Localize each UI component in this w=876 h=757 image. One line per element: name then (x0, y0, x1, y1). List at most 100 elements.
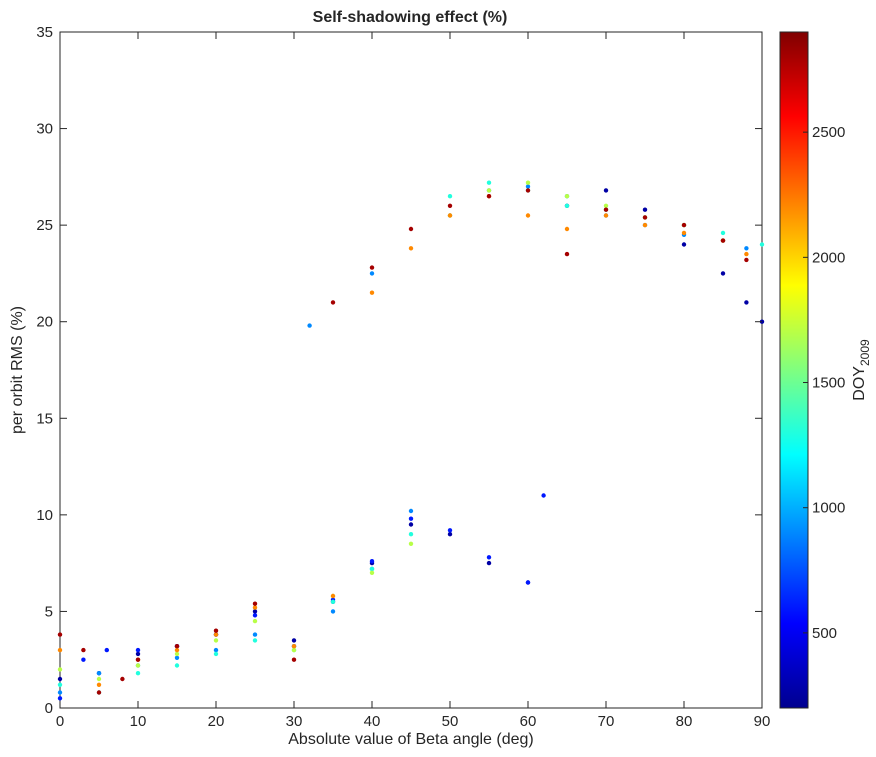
data-point (252, 605, 258, 610)
data-point (252, 638, 258, 643)
data-point (57, 647, 63, 653)
data-point (744, 246, 749, 251)
colorbar-tick-label: 2000 (812, 249, 845, 266)
x-tick-label: 50 (442, 713, 459, 730)
data-point (174, 651, 180, 657)
data-point (486, 555, 492, 560)
data-point (291, 647, 297, 653)
data-point (447, 194, 453, 199)
data-point (642, 207, 648, 212)
y-tick-label: 35 (36, 24, 53, 41)
data-point (447, 203, 453, 208)
y-tick-label: 25 (36, 217, 53, 234)
data-point (174, 647, 180, 653)
data-point (369, 559, 375, 564)
data-point (135, 647, 141, 653)
data-point (213, 632, 219, 637)
data-point (252, 632, 258, 637)
data-point (330, 599, 336, 604)
data-point (408, 541, 414, 546)
x-tick-label: 80 (676, 713, 693, 730)
data-point (330, 609, 336, 614)
data-point (57, 682, 63, 687)
data-point (744, 300, 749, 305)
x-tick-label: 40 (364, 713, 381, 730)
colorbar-tick-label: 1500 (812, 375, 845, 392)
data-point (330, 300, 336, 305)
data-point (564, 194, 570, 199)
data-point (525, 580, 531, 585)
data-point (57, 632, 63, 637)
x-tick-label: 20 (208, 713, 225, 730)
data-point (642, 222, 648, 228)
data-point (135, 657, 141, 662)
data-point (369, 566, 375, 572)
data-point (447, 532, 453, 537)
data-point (291, 638, 297, 643)
data-point (291, 657, 297, 662)
data-point (252, 618, 258, 624)
data-point (408, 246, 414, 251)
y-tick-label: 20 (36, 314, 53, 331)
data-point (564, 226, 570, 232)
data-point (642, 215, 648, 220)
data-point (174, 644, 180, 649)
plot-area: 0 10 20 30 40 50 60 70 80 90 0 5 10 15 20 25 30 35 (36, 24, 770, 730)
y-tick-label: 10 (36, 507, 53, 524)
data-point (369, 265, 375, 270)
y-tick-label: 5 (45, 603, 53, 620)
data-point (744, 257, 749, 263)
data-point (369, 271, 375, 276)
data-point (408, 508, 414, 514)
y-tick-label: 15 (36, 410, 53, 427)
data-point (81, 657, 86, 662)
data-point (213, 651, 219, 657)
data-point (603, 203, 609, 208)
data-point (486, 188, 492, 193)
data-point (603, 213, 609, 218)
data-point (57, 667, 63, 672)
data-point (57, 690, 63, 695)
plot-frame (59, 31, 763, 709)
data-point (681, 242, 687, 247)
data-point (486, 180, 492, 185)
data-point (213, 647, 219, 653)
data-point (96, 671, 102, 676)
colorbar-label-sub: 2009 (858, 339, 872, 366)
y-tick-label: 0 (45, 700, 53, 717)
data-point (252, 609, 258, 614)
data-point (408, 522, 414, 527)
colorbar-ticks: 500 1000 1500 2000 2500 (803, 124, 845, 642)
data-point (96, 676, 102, 682)
data-point (744, 251, 749, 257)
data-point (135, 671, 141, 676)
data-point (135, 663, 141, 668)
data-point (213, 638, 219, 643)
data-point (720, 271, 726, 276)
chart-title: Self-shadowing effect (%) (313, 9, 508, 26)
data-point (447, 213, 453, 218)
data-point (369, 290, 375, 295)
data-point (174, 663, 180, 668)
data-point (57, 696, 63, 701)
colorbar-tick-label: 2500 (812, 124, 845, 141)
x-tick-label: 30 (286, 713, 303, 730)
colorbar-tick-label: 1000 (812, 500, 845, 517)
data-point (96, 690, 102, 695)
x-axis-label: Absolute value of Beta angle (deg) (288, 731, 534, 748)
data-point (81, 647, 86, 653)
y-axis-label: per orbit RMS (%) (9, 306, 26, 434)
data-point (135, 651, 141, 657)
data-point (369, 570, 375, 575)
data-point (564, 251, 570, 257)
colorbar-tick-label: 500 (812, 625, 837, 642)
scatter-marks (57, 180, 765, 701)
data-point (720, 230, 726, 236)
data-point (447, 528, 453, 533)
data-point (525, 180, 531, 185)
data-point (57, 676, 63, 682)
data-point (252, 601, 258, 606)
data-point (525, 188, 531, 193)
data-point (408, 226, 414, 232)
